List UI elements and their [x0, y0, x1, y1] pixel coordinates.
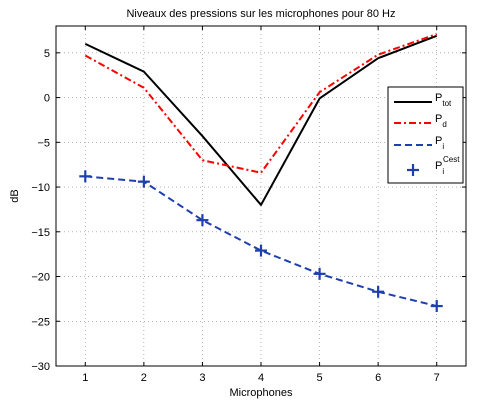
marker-cest	[255, 244, 267, 257]
legend-sup-cest: Cest	[443, 155, 460, 164]
y-tick-label: −30	[31, 361, 50, 373]
x-axis-label: Microphones	[230, 387, 293, 399]
series-line-d	[84, 33, 438, 174]
x-tick-label: 3	[199, 372, 205, 384]
marker-cest	[196, 214, 209, 227]
y-tick-label: 5	[44, 48, 50, 60]
grid-lines	[56, 26, 466, 367]
legend-label-d: Pd	[435, 113, 447, 129]
x-tick-label: 2	[141, 372, 147, 384]
x-tick-label: 1	[82, 372, 88, 384]
legend-marker-cest	[407, 164, 419, 176]
marker-cest	[372, 285, 385, 298]
y-tick-label: −10	[31, 182, 50, 194]
legend-label-i: Pi	[435, 135, 444, 151]
series-line-tot	[84, 34, 438, 206]
legend-label-cest: Pi	[435, 160, 444, 176]
marker-cest	[313, 267, 326, 280]
marker-cest	[137, 175, 150, 188]
y-tick-label: −5	[37, 137, 50, 149]
marker-cest	[430, 300, 443, 313]
x-tick-label: 7	[434, 372, 440, 384]
marker-cest	[79, 170, 92, 183]
y-tick-label: −15	[31, 227, 50, 239]
y-tick-label: −20	[31, 272, 50, 284]
tick-labels: 1 2 3 4 5 6 7 5 0 −5 −10 −15 −20 −25 −30	[31, 48, 439, 384]
legend-label-tot: Ptot	[435, 92, 452, 108]
chart-title: Niveaux des pressions sur les microphone…	[126, 8, 395, 20]
x-tick-label: 6	[375, 372, 381, 384]
series-layer	[79, 33, 443, 313]
x-tick-label: 5	[317, 372, 323, 384]
y-tick-label: 0	[44, 93, 50, 105]
y-axis-label: dB	[9, 189, 21, 202]
y-tick-label: −25	[31, 316, 50, 328]
x-tick-label: 4	[258, 372, 264, 384]
